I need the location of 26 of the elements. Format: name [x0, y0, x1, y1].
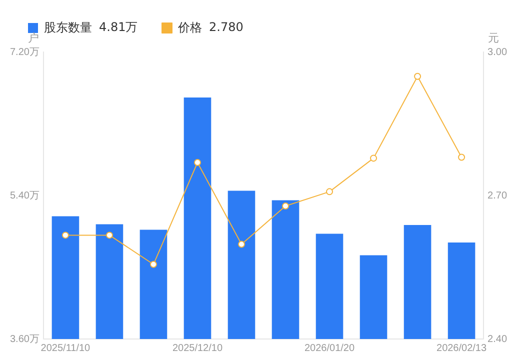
x-tick-label: 2026/01/20: [304, 342, 355, 354]
point: [194, 158, 201, 166]
x-tick-label: 2025/12/10: [172, 342, 223, 354]
point: [282, 202, 290, 210]
y-tick-label: 3.60万: [10, 334, 40, 345]
y2-tick-label: 2.70: [488, 190, 508, 202]
point: [106, 232, 113, 239]
y-tick-label: 7.20万: [10, 46, 40, 58]
y2-axis-title: 元: [488, 31, 500, 44]
point: [370, 154, 378, 162]
text: 4.81万: [99, 20, 138, 34]
point: [238, 240, 245, 248]
y-tick-label: 5.40万: [10, 190, 40, 202]
y2-tick-label: 2.40: [488, 334, 508, 345]
point: [326, 188, 334, 196]
text: 2.780: [209, 20, 244, 34]
point: [150, 260, 157, 268]
x-tick-label: 2025/11/10: [40, 342, 91, 354]
point: [458, 154, 466, 161]
point: [414, 72, 422, 80]
legend-label: 价格: [178, 20, 202, 34]
y-axis-title: 户: [28, 31, 39, 44]
point: [62, 232, 69, 239]
x-tick-label: 2026/02/13: [436, 342, 487, 354]
y2-tick-label: 3.00: [488, 46, 508, 58]
legend-label: 股东数量: [44, 20, 92, 34]
